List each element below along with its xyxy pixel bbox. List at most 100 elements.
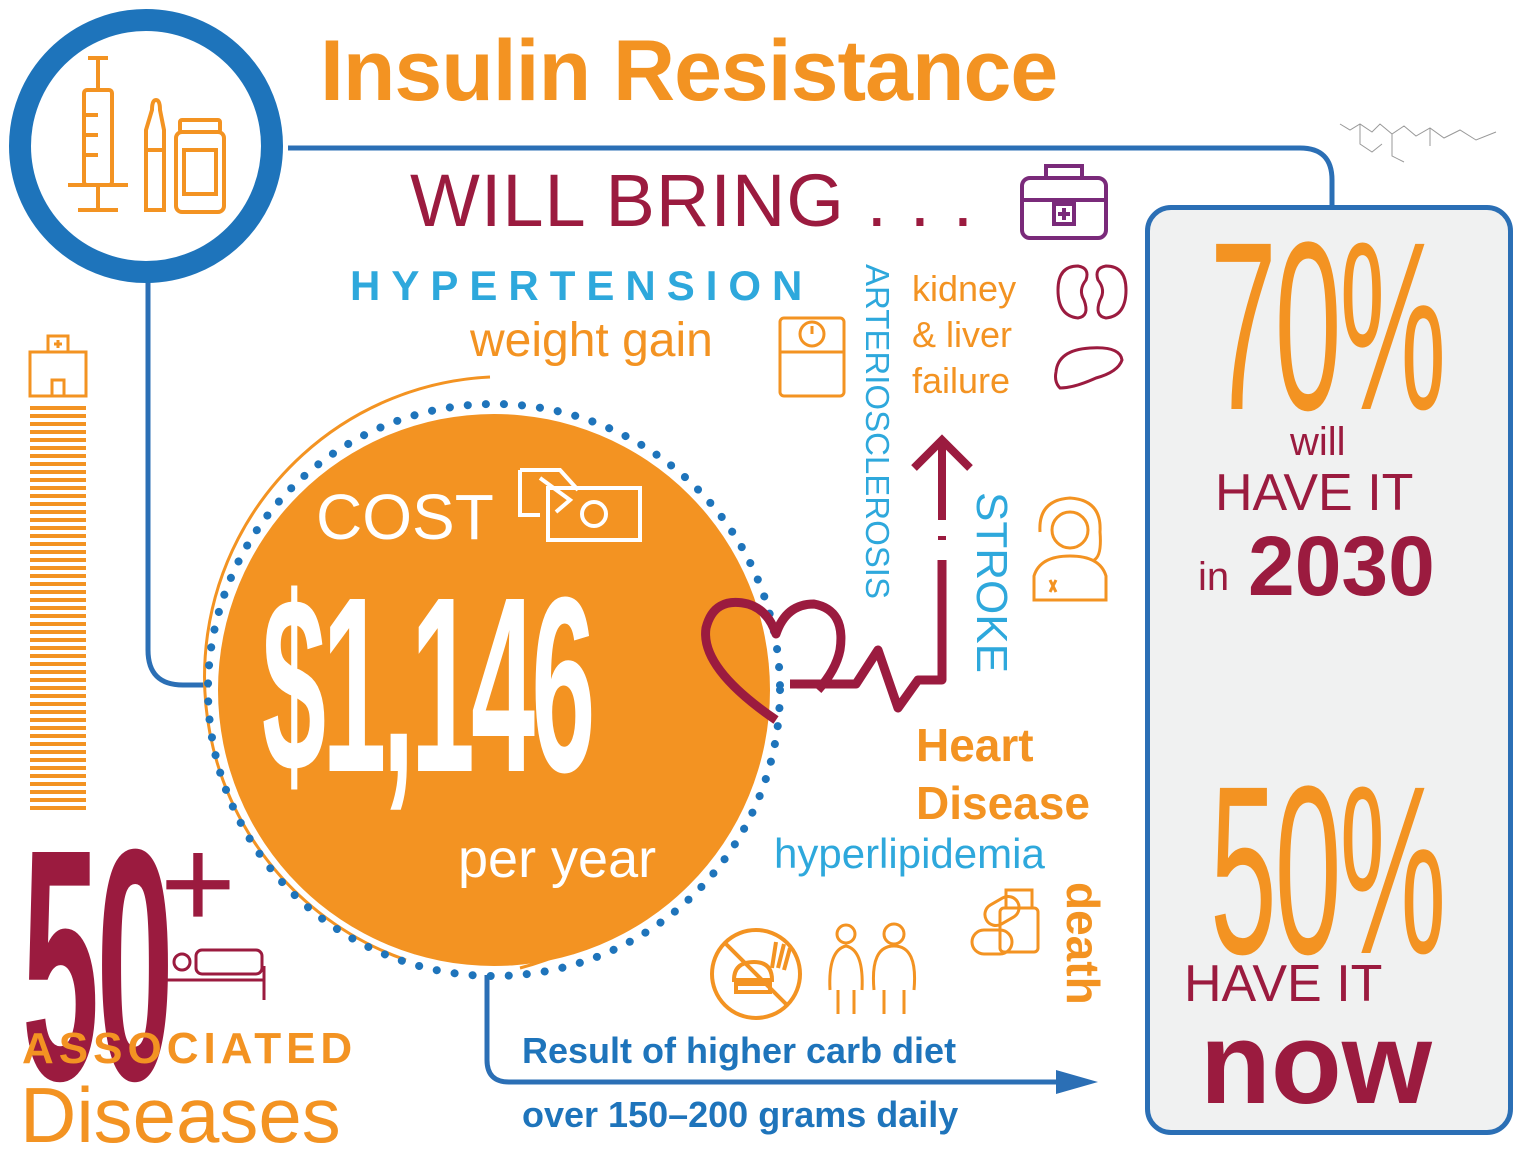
left-connector-line: [145, 280, 210, 688]
heart-line2: Disease: [916, 777, 1090, 829]
arrow-head-icon: [1056, 1070, 1098, 1094]
bar-stripe: [30, 774, 86, 778]
bar-stripe: [30, 446, 86, 450]
heart-disease-label: Heart Disease: [916, 716, 1090, 832]
future-percent: 70%: [1210, 192, 1446, 460]
top-connector-line: [288, 145, 1335, 205]
bar-stripe: [30, 406, 86, 410]
money-icon: [518, 468, 642, 542]
hyperlipidemia-label: hyperlipidemia: [774, 830, 1045, 877]
heart-line1: Heart: [916, 719, 1034, 771]
bar-stripe: [30, 454, 86, 458]
bar-stripe: [30, 566, 86, 570]
bar-stripe: [30, 526, 86, 530]
bar-stripe: [30, 654, 86, 658]
bar-stripe: [30, 470, 86, 474]
bar-stripe: [30, 534, 86, 538]
bar-stripe: [30, 750, 86, 754]
bar-stripe: [30, 630, 86, 634]
hypertension-label: HYPERTENSION: [350, 262, 814, 309]
bar-stripe: [30, 710, 86, 714]
bar-stripe: [30, 622, 86, 626]
kidney-icon: [1056, 264, 1128, 320]
weight-gain-label: weight gain: [470, 314, 713, 367]
bar-stripe: [30, 598, 86, 602]
dotted-ring: [204, 400, 784, 980]
bar-stripe: [30, 582, 86, 586]
bar-stripe: [30, 790, 86, 794]
bar-stripe: [30, 766, 86, 770]
pills-icon: [970, 888, 1040, 956]
now-have-it: HAVE IT: [1184, 955, 1383, 1013]
associated-count: 50: [22, 780, 174, 1149]
bar-stripe: [30, 462, 86, 466]
kidney-line2: & liver: [912, 314, 1013, 355]
page-title: Insulin Resistance: [320, 23, 1058, 119]
bar-stripe: [30, 518, 86, 522]
diet-line2: over 150–200 grams daily: [522, 1094, 959, 1135]
future-year: 2030: [1248, 519, 1435, 613]
bar-stripe: [30, 662, 86, 666]
bar-stripe: [30, 614, 86, 618]
bar-stripe: [30, 550, 86, 554]
liver-icon: [1054, 346, 1124, 390]
syringe-icon: [68, 56, 128, 212]
kidney-liver-failure-label: kidney & liver failure: [912, 266, 1062, 404]
bar-stripe: [30, 486, 86, 490]
bar-stripe: [30, 558, 86, 562]
bar-stripe: [30, 638, 86, 642]
will-bring-heading: WILL BRING . . .: [410, 159, 975, 242]
molecule-icon: [1339, 123, 1497, 163]
bar-stripe: [30, 726, 86, 730]
bar-stripe: [30, 414, 86, 418]
bar-stripe: [30, 542, 86, 546]
kidney-line3: failure: [912, 360, 1011, 401]
stats-panel: [1145, 205, 1513, 1135]
bar-stripe: [30, 510, 86, 514]
associated-plus: +: [160, 810, 236, 956]
bar-stripe: [30, 422, 86, 426]
bar-stripe: [30, 702, 86, 706]
bar-stripe: [30, 494, 86, 498]
bar-stripe: [30, 694, 86, 698]
scale-icon: [778, 316, 846, 398]
bar-stripe: [30, 718, 86, 722]
arteriosclerosis-label: ARTERIOSCLEROSIS: [859, 264, 896, 599]
no-fast-food-icon: [710, 928, 802, 1020]
bar-stripe: [30, 806, 86, 810]
kidney-line1: kidney: [912, 268, 1017, 309]
patient-bed-icon: [162, 940, 266, 1000]
cost-period: per year: [458, 829, 657, 889]
bar-stripe: [30, 430, 86, 434]
bar-stripe: [30, 782, 86, 786]
future-will: will: [1290, 420, 1346, 464]
bar-stripe: [30, 734, 86, 738]
cost-amount: $1,146: [262, 545, 595, 824]
medical-bag-icon: [1020, 164, 1108, 240]
bar-stripe: [30, 606, 86, 610]
now-percent: 50%: [1210, 736, 1446, 1004]
bar-stripe: [30, 502, 86, 506]
vial-icon: [144, 97, 226, 214]
bottom-connector-line: [484, 975, 1070, 1085]
bar-stripe: [30, 686, 86, 690]
bar-stripe: [30, 478, 86, 482]
ecg-arrow-icon: [911, 434, 973, 540]
diet-line1: Result of higher carb diet: [522, 1030, 957, 1071]
death-label: death: [1057, 882, 1109, 1005]
cost-circle: [218, 414, 770, 966]
bar-stripe: [30, 574, 86, 578]
bar-stripe: [30, 758, 86, 762]
bar-stripe: [30, 678, 86, 682]
hospital-icon: [28, 334, 88, 398]
bar-stripe: [30, 590, 86, 594]
doctor-icon: [1032, 496, 1108, 602]
future-have-it: HAVE IT: [1215, 464, 1414, 522]
now-label: now: [1200, 998, 1432, 1128]
bar-stripe: [30, 438, 86, 442]
associated-label: ASSOCIATED: [22, 1024, 358, 1073]
diseases-label: Diseases: [20, 1071, 341, 1159]
bar-stripe: [30, 646, 86, 650]
bar-stripe: [30, 742, 86, 746]
